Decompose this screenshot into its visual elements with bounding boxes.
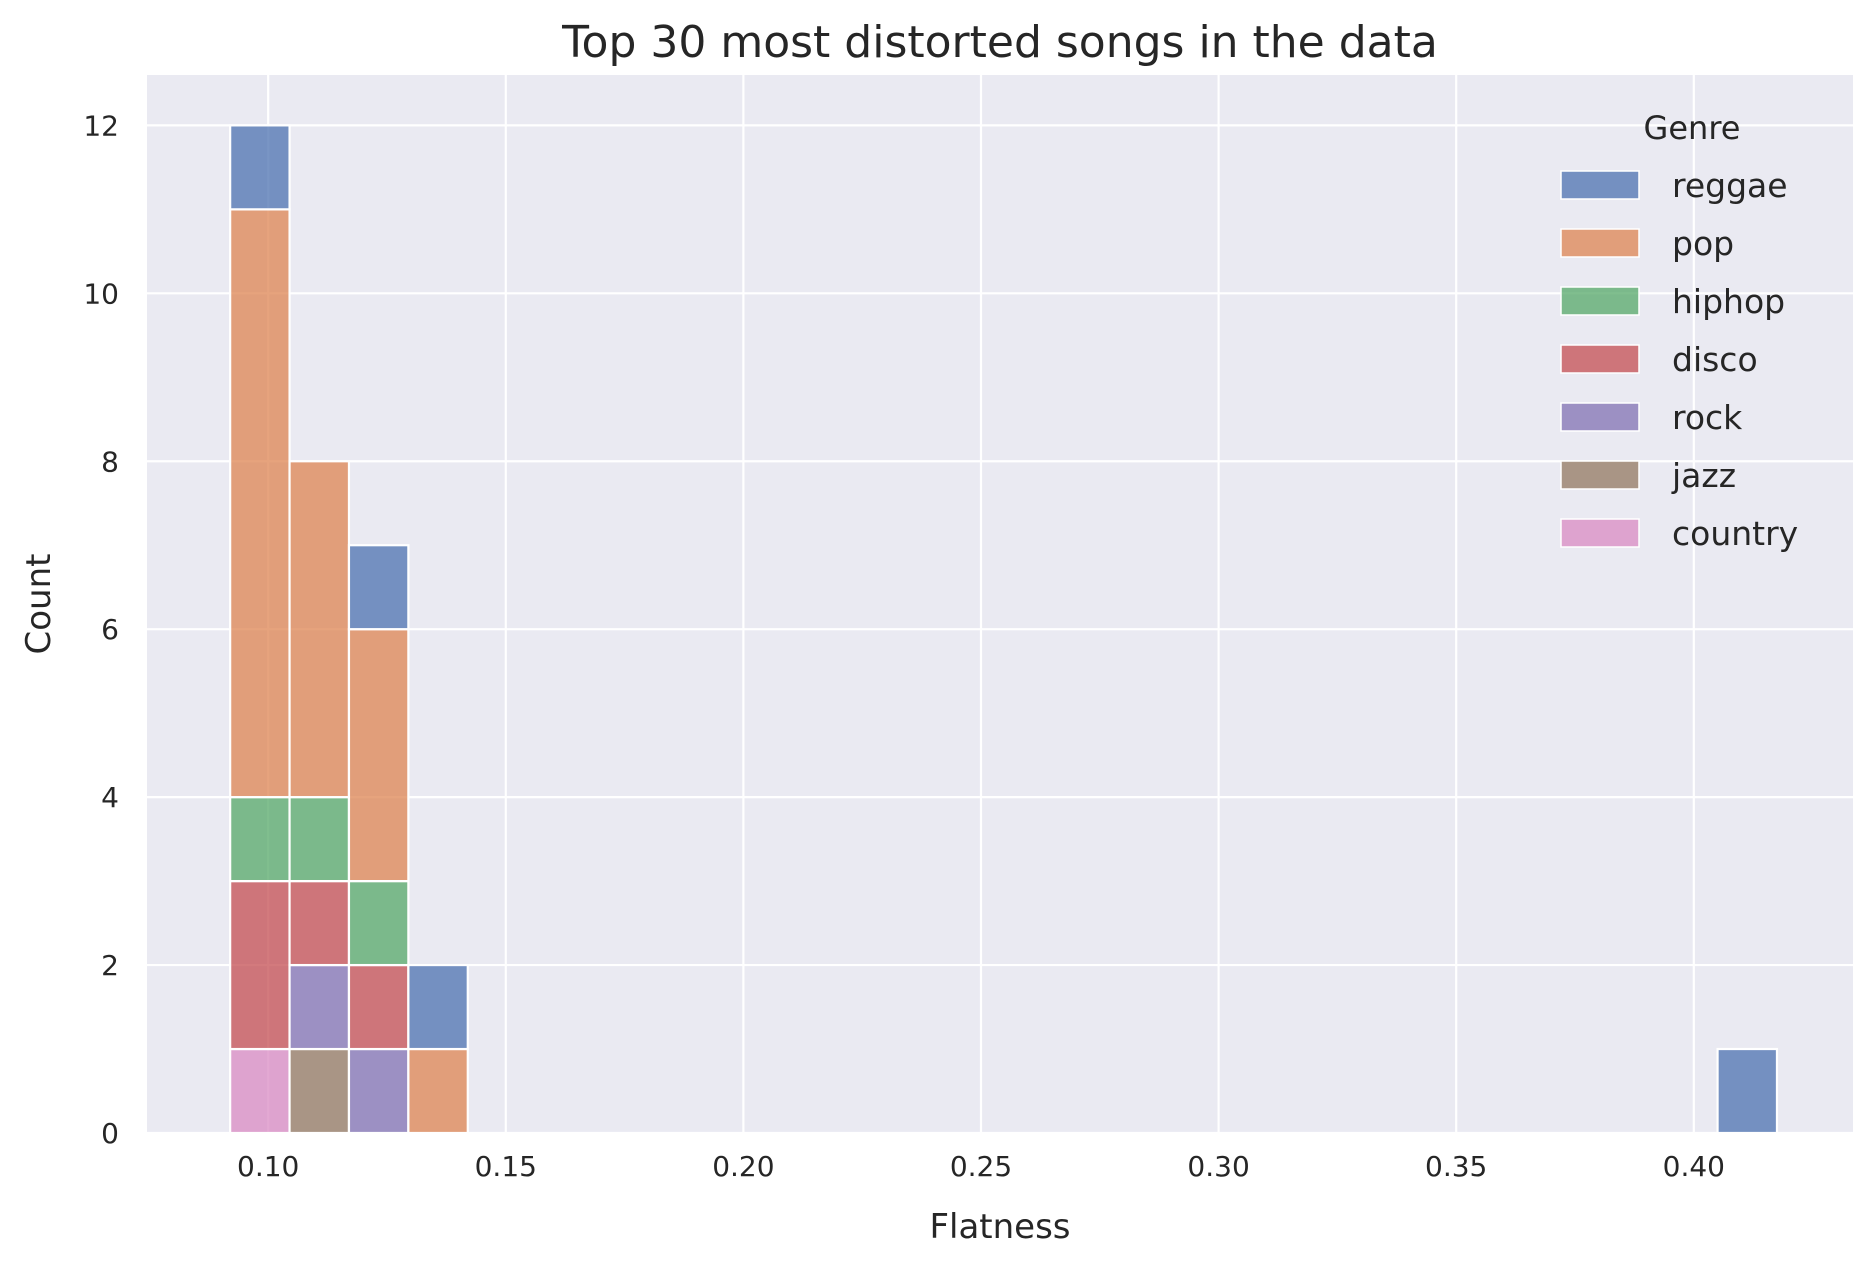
bars bbox=[229, 124, 1779, 1135]
bar-disco bbox=[229, 879, 291, 1051]
y-tick-label: 8 bbox=[101, 445, 119, 478]
bar-hiphop bbox=[347, 879, 410, 967]
y-axis-label: Count bbox=[19, 554, 59, 655]
bar-hiphop bbox=[288, 796, 351, 883]
legend-item-jazz: jazz bbox=[1560, 456, 1736, 495]
legend-swatch bbox=[1560, 170, 1640, 200]
tick-labels: 0.10 0.15 0.20 0.25 0.30 0.35 0.40 0 2 4 6 8 10 12 bbox=[83, 109, 1725, 1183]
bar-rock bbox=[288, 963, 351, 1051]
legend-swatch bbox=[1560, 460, 1640, 490]
legend-item-disco: disco bbox=[1560, 340, 1758, 379]
x-tick-label: 0.40 bbox=[1663, 1150, 1725, 1183]
bar-reggae bbox=[1716, 1047, 1779, 1135]
bar-reggae bbox=[347, 544, 410, 631]
legend-item-rock: rock bbox=[1560, 398, 1743, 437]
bar-pop bbox=[347, 628, 410, 883]
x-tick-label: 0.20 bbox=[712, 1150, 774, 1183]
legend-label: hiphop bbox=[1672, 282, 1785, 321]
chart-title: Top 30 most distorted songs in the data bbox=[561, 17, 1438, 68]
x-tick-label: 0.10 bbox=[237, 1150, 299, 1183]
legend-swatch bbox=[1560, 402, 1640, 432]
legend: Genre reggae pop hiphop disco rock jazz countr… bbox=[1560, 109, 1798, 553]
bar-country bbox=[229, 1047, 291, 1135]
y-tick-label: 0 bbox=[101, 1117, 119, 1150]
bar-pop bbox=[229, 208, 291, 799]
x-tick-label: 0.25 bbox=[950, 1150, 1012, 1183]
legend-label: pop bbox=[1672, 224, 1734, 263]
x-tick-label: 0.35 bbox=[1425, 1150, 1487, 1183]
x-axis-label: Flatness bbox=[929, 1207, 1070, 1247]
y-tick-label: 12 bbox=[83, 109, 119, 142]
legend-label: disco bbox=[1672, 340, 1758, 379]
y-tick-label: 6 bbox=[101, 613, 119, 646]
legend-title: Genre bbox=[1644, 109, 1741, 147]
y-tick-label: 2 bbox=[101, 949, 119, 982]
legend-item-hiphop: hiphop bbox=[1560, 282, 1785, 321]
bar-rock bbox=[347, 1047, 410, 1135]
legend-swatch bbox=[1560, 286, 1640, 316]
bar-reggae bbox=[407, 963, 469, 1051]
y-tick-label: 4 bbox=[101, 781, 119, 814]
bar-hiphop bbox=[229, 796, 291, 883]
bar-pop bbox=[288, 460, 351, 799]
legend-swatch bbox=[1560, 228, 1640, 258]
legend-label: rock bbox=[1672, 398, 1743, 437]
legend-swatch bbox=[1560, 518, 1640, 548]
legend-item-pop: pop bbox=[1560, 224, 1734, 263]
legend-swatch bbox=[1560, 344, 1640, 374]
bar-reggae bbox=[229, 124, 291, 211]
legend-item-reggae: reggae bbox=[1560, 166, 1788, 205]
y-tick-label: 10 bbox=[83, 277, 119, 310]
x-tick-label: 0.30 bbox=[1187, 1150, 1249, 1183]
bar-disco bbox=[347, 963, 410, 1051]
x-tick-label: 0.15 bbox=[475, 1150, 537, 1183]
bar-jazz bbox=[288, 1047, 351, 1135]
legend-item-country: country bbox=[1560, 514, 1798, 553]
bar-disco bbox=[288, 879, 351, 967]
legend-label: reggae bbox=[1672, 166, 1788, 205]
legend-label: country bbox=[1672, 514, 1798, 553]
legend-label: jazz bbox=[1671, 456, 1736, 495]
bar-pop bbox=[407, 1047, 469, 1135]
